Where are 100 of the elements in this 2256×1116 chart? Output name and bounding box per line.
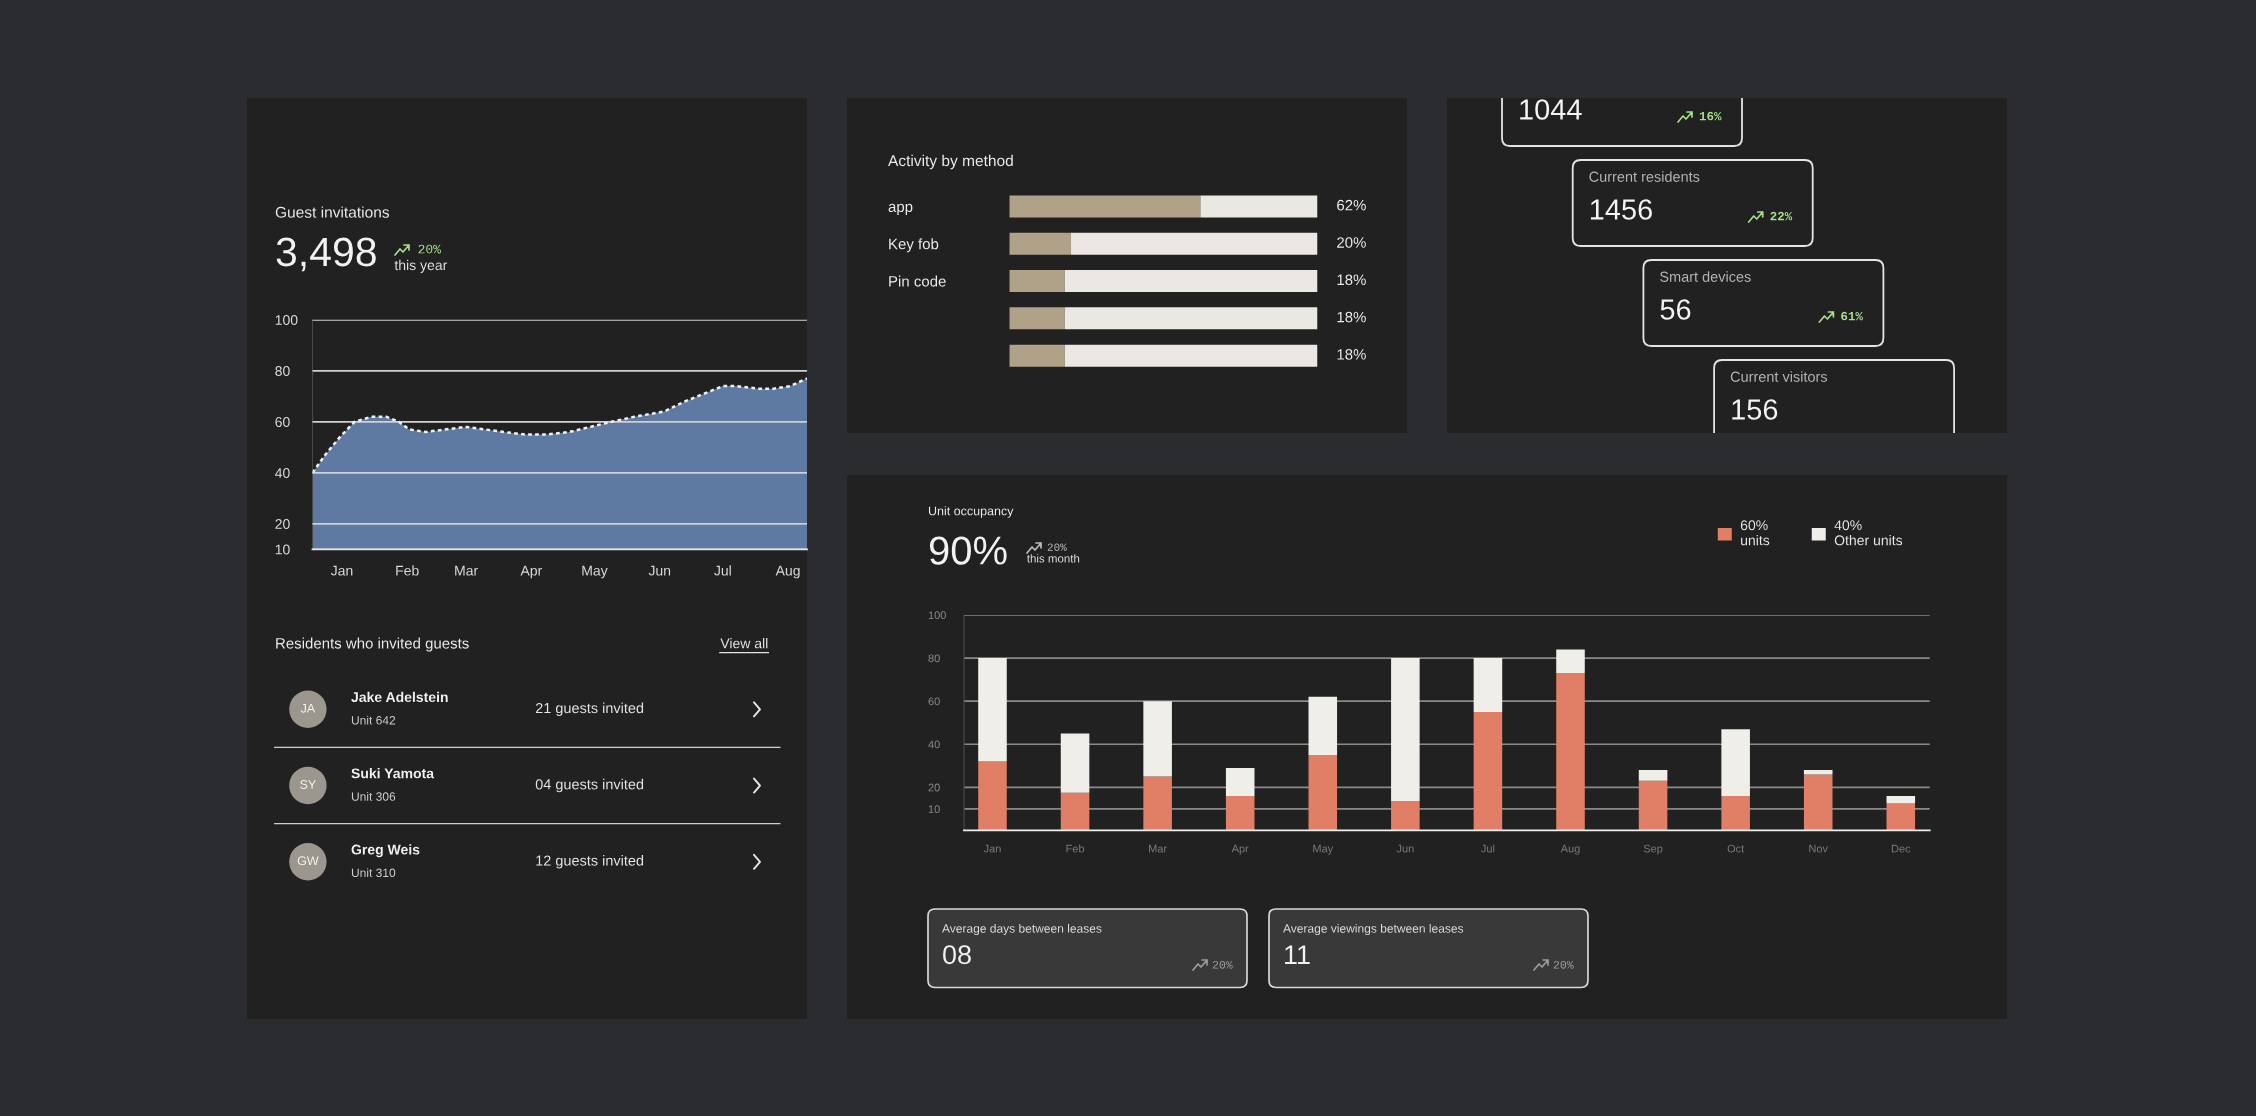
chart-title: Unit occupancy: [928, 506, 1014, 518]
text: View all: [720, 638, 768, 649]
text: Smart devices: [1660, 271, 1751, 282]
text: 156: [1732, 399, 1778, 420]
data-label: 20%: [1337, 237, 1366, 248]
bar: [978, 658, 1007, 762]
y-tick-label: Key fob: [889, 238, 939, 253]
bar: [1556, 649, 1585, 674]
text: Unit 306: [351, 791, 396, 801]
text: this month: [1026, 554, 1080, 563]
bar: [1009, 270, 1065, 293]
data-label: 18%: [1337, 311, 1366, 323]
x-tick-label: Dec: [1891, 844, 1911, 853]
x-tick-label: May: [1313, 844, 1334, 855]
text: 20%: [418, 244, 442, 254]
y-tick-label: 60: [928, 697, 940, 706]
y-tick-label: 20: [928, 783, 940, 792]
bar: [1143, 776, 1172, 831]
text: Unit 310: [351, 868, 396, 878]
bar: [1556, 673, 1585, 831]
x-tick-label: Jan: [330, 565, 353, 576]
bar: [1143, 701, 1172, 777]
text: 56: [1660, 299, 1691, 320]
bar: [1721, 795, 1750, 831]
x-tick-label: Jun: [648, 565, 671, 576]
data-label: 62%: [1337, 199, 1366, 211]
text: 20%: [1553, 960, 1574, 969]
bar: [1473, 658, 1503, 712]
text: Current residents: [1589, 171, 1700, 182]
x-tick-label: May: [582, 565, 608, 579]
y-tick-label: 10: [275, 544, 290, 555]
text: 61%: [1841, 311, 1863, 321]
bar: [1064, 307, 1318, 330]
y-tick-label: 40: [275, 468, 290, 479]
bar: [1064, 344, 1318, 367]
y-tick-label: 80: [275, 366, 290, 377]
x-tick-label: Feb: [1066, 844, 1085, 853]
y-tick-label: Pin code: [889, 275, 946, 287]
x-tick-label: Mar: [1149, 844, 1167, 853]
y-tick-label: 20: [275, 519, 290, 530]
bar: [1070, 232, 1318, 255]
legend-label: 40% Other units: [1834, 520, 1903, 546]
x-tick-label: Aug: [1560, 844, 1580, 855]
bar: [1064, 270, 1318, 293]
x-tick-label: Jan: [983, 844, 1001, 853]
text: Unit 642: [351, 715, 396, 725]
y-tick-label: 100: [275, 315, 298, 326]
data-label: 18%: [1337, 349, 1366, 360]
text: 1044: [1520, 99, 1582, 120]
bar: [1803, 774, 1833, 831]
bar: [1391, 658, 1420, 802]
bar: [1886, 795, 1916, 804]
y-tick-label: 40: [928, 740, 940, 749]
text: JA: [300, 703, 316, 713]
text: Average viewings between leases: [1283, 923, 1464, 936]
bar: [1060, 792, 1090, 831]
text: SY: [300, 780, 316, 789]
y-tick-label: 100: [928, 611, 946, 620]
bar: [1009, 232, 1071, 255]
legend-label: 60% units: [1740, 520, 1770, 546]
text: this year: [394, 259, 448, 273]
bar: [1009, 195, 1201, 218]
text: Average days between leases: [942, 923, 1102, 936]
y-tick-label: 80: [928, 654, 940, 663]
bar: [1391, 801, 1420, 831]
text: Jake Adelstein: [351, 691, 448, 703]
bar: [1225, 767, 1255, 796]
bar: [1308, 696, 1338, 756]
bar: [1225, 795, 1255, 831]
text: 20%: [1047, 543, 1067, 551]
text: 90%: [929, 536, 1007, 565]
y-tick-label: app: [888, 203, 913, 215]
bar: [1803, 770, 1833, 775]
text: Current visitors: [1730, 371, 1828, 382]
text: 21 guests invited: [535, 702, 644, 717]
text: 22%: [1770, 211, 1793, 221]
text: Greg Weis: [351, 844, 420, 858]
text: 3,498: [276, 237, 376, 272]
x-tick-label: Nov: [1809, 844, 1828, 853]
bar: [1721, 729, 1750, 796]
text: 20%: [1212, 960, 1233, 969]
text: Suki Yamota: [351, 768, 435, 779]
x-tick-label: Jun: [1396, 844, 1414, 853]
x-tick-label: Feb: [396, 565, 419, 576]
text: 11: [1285, 945, 1310, 964]
text: GW: [297, 856, 319, 866]
bar: [1473, 711, 1503, 831]
bar: [1308, 755, 1338, 831]
bar: [1009, 344, 1065, 367]
bar: [1638, 770, 1668, 781]
text: 04 guests invited: [535, 778, 644, 793]
x-tick-label: Jul: [1481, 844, 1495, 853]
text: 1456: [1590, 199, 1652, 220]
x-tick-label: Apr: [1231, 844, 1249, 855]
x-tick-label: Oct: [1727, 844, 1745, 853]
bar: [1009, 307, 1065, 330]
bar: [1060, 733, 1090, 793]
data-label: 18%: [1337, 274, 1366, 286]
x-tick-label: Aug: [775, 565, 800, 579]
x-tick-label: Jul: [714, 565, 731, 576]
